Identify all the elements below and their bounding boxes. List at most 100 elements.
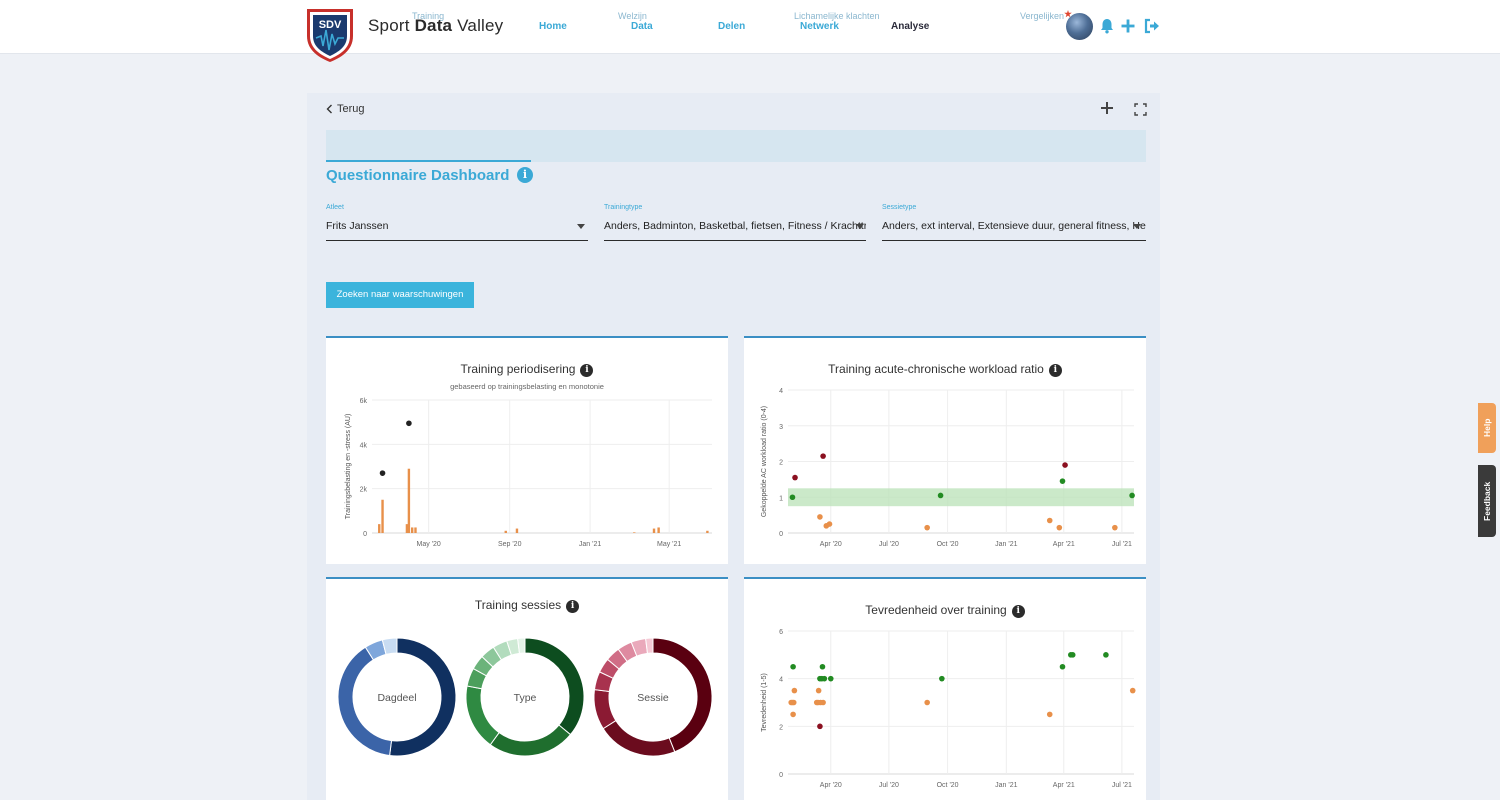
chart-title: Training sessies i — [326, 598, 728, 613]
help-tab[interactable]: Help — [1478, 403, 1496, 453]
data-point — [815, 687, 822, 694]
bar — [410, 527, 414, 533]
y-tick-label: 0 — [779, 531, 783, 538]
brand-bold: Data — [414, 16, 453, 35]
brand-name[interactable]: Sport Data Valley — [368, 16, 503, 36]
atleet-select[interactable]: Frits Janssen — [326, 214, 588, 241]
tab-lichamelijke-klachten[interactable]: Lichamelijke klachten — [794, 11, 880, 21]
info-icon[interactable]: i — [580, 364, 594, 377]
data-point — [1062, 462, 1068, 468]
atleet-label: Atleet — [326, 204, 344, 211]
donut-slice — [381, 637, 398, 655]
x-tick-label: Jul '20 — [879, 541, 899, 548]
data-point — [379, 470, 386, 476]
brand-prefix: Sport — [368, 16, 415, 35]
chart-subtitle: gebaseerd op trainingsbelasting en monot… — [450, 382, 604, 391]
data-point — [924, 524, 930, 531]
chevron-down-icon[interactable] — [1133, 224, 1141, 229]
info-icon[interactable]: i — [566, 600, 580, 613]
data-point — [790, 699, 797, 706]
add-widget-icon[interactable] — [1100, 101, 1114, 120]
y-tick-label: 4k — [360, 442, 368, 449]
card-tevredenheid: Tevredenheid over training i 0 2 4 6 Apr '20 J… — [744, 577, 1146, 800]
nav-data[interactable]: Data — [631, 21, 653, 32]
tab-bar — [326, 130, 1146, 162]
x-tick-label: Apr '21 — [1053, 782, 1075, 789]
card-acwr: Training acute-chronische workload ratio… — [744, 336, 1146, 564]
info-icon[interactable]: i — [517, 167, 533, 183]
plus-icon[interactable] — [1119, 17, 1137, 35]
data-point — [1069, 652, 1076, 658]
nav-analyse[interactable]: Analyse — [891, 21, 930, 32]
chevron-down-icon[interactable] — [856, 224, 864, 229]
tevredenheid-chart: 0 2 4 6 Apr '20 Jul '20 Oct '20 Jan '21 Apr '21 J… — [761, 629, 1136, 789]
user-avatar[interactable] — [1066, 13, 1093, 40]
trainingtype-label: Trainingtype — [604, 204, 643, 211]
info-icon[interactable]: i — [1048, 364, 1062, 377]
data-point — [817, 723, 823, 730]
x-tick-label: Jan '21 — [579, 541, 601, 548]
bar — [378, 524, 381, 533]
data-point — [406, 420, 412, 427]
chart-title: Training acute-chronische workload ratio… — [744, 362, 1146, 377]
tab-training[interactable]: Training — [412, 11, 445, 21]
sdv-logo[interactable]: SDV — [304, 6, 356, 64]
y-tick-label: 3 — [779, 424, 783, 431]
bar — [633, 532, 636, 533]
tab-vergelijken[interactable]: Vergelijken — [1020, 11, 1065, 21]
chart-title: Tevredenheid over training i — [744, 603, 1146, 618]
data-point — [792, 474, 798, 481]
nav-netwerk[interactable]: Netwerk — [800, 21, 839, 32]
back-link[interactable]: Terug — [326, 103, 365, 115]
info-icon[interactable]: i — [1011, 605, 1025, 618]
donut-slice — [602, 719, 676, 757]
active-tab-indicator — [326, 160, 531, 162]
bar — [706, 530, 709, 533]
search-warnings-button[interactable]: Zoeken naar waarschuwingen — [326, 282, 474, 308]
chevron-down-icon[interactable] — [577, 224, 585, 229]
tab-welzijn[interactable]: Welzijn — [618, 11, 647, 21]
data-point — [939, 675, 945, 682]
y-tick-label: 2 — [779, 460, 783, 467]
bell-icon[interactable] — [1098, 17, 1116, 35]
data-point — [1129, 492, 1135, 499]
data-point — [1059, 663, 1066, 670]
y-tick-label: 6 — [779, 629, 783, 636]
donut-slice — [517, 637, 526, 654]
bar — [657, 527, 660, 533]
data-point — [790, 711, 796, 718]
data-point — [820, 699, 826, 706]
fullscreen-icon[interactable] — [1134, 103, 1147, 121]
logout-icon[interactable] — [1143, 17, 1161, 35]
feedback-tab[interactable]: Feedback — [1478, 465, 1496, 537]
y-tick-label: 4 — [779, 677, 783, 684]
data-point — [789, 494, 796, 501]
x-tick-label: Oct '20 — [937, 541, 959, 548]
y-tick-label: 4 — [779, 388, 783, 395]
sessietype-select[interactable]: Anders, ext interval, Extensieve duur, g… — [882, 214, 1146, 241]
nav-home[interactable]: Home — [539, 21, 567, 32]
x-tick-label: May '21 — [657, 541, 681, 548]
trainingtype-select[interactable]: Anders, Badminton, Basketbal, fietsen, F… — [604, 214, 866, 241]
chevron-left-icon — [326, 104, 332, 114]
top-navigation-bar — [0, 0, 1500, 54]
data-point — [790, 663, 796, 670]
nav-delen[interactable]: Delen — [718, 21, 746, 32]
sessies-donuts: Dagdeel Type Sessie — [337, 637, 713, 757]
data-point — [1056, 524, 1063, 531]
x-tick-label: Jul '21 — [1112, 782, 1132, 789]
bar — [504, 530, 507, 533]
data-point — [1046, 517, 1053, 524]
sessietype-label: Sessietype — [882, 204, 917, 211]
logo-text: SDV — [319, 19, 342, 31]
bar — [652, 528, 656, 533]
data-point — [1112, 524, 1118, 531]
donut-label: Dagdeel — [377, 692, 416, 704]
data-point — [1103, 652, 1109, 658]
y-axis-label: Gekoppelde AC workload ratio (0-4) — [761, 406, 768, 517]
y-tick-label: 6k — [360, 398, 368, 405]
data-point — [791, 687, 798, 694]
x-tick-label: Jan '21 — [995, 782, 1017, 789]
data-point — [827, 675, 834, 682]
bar — [414, 527, 417, 533]
